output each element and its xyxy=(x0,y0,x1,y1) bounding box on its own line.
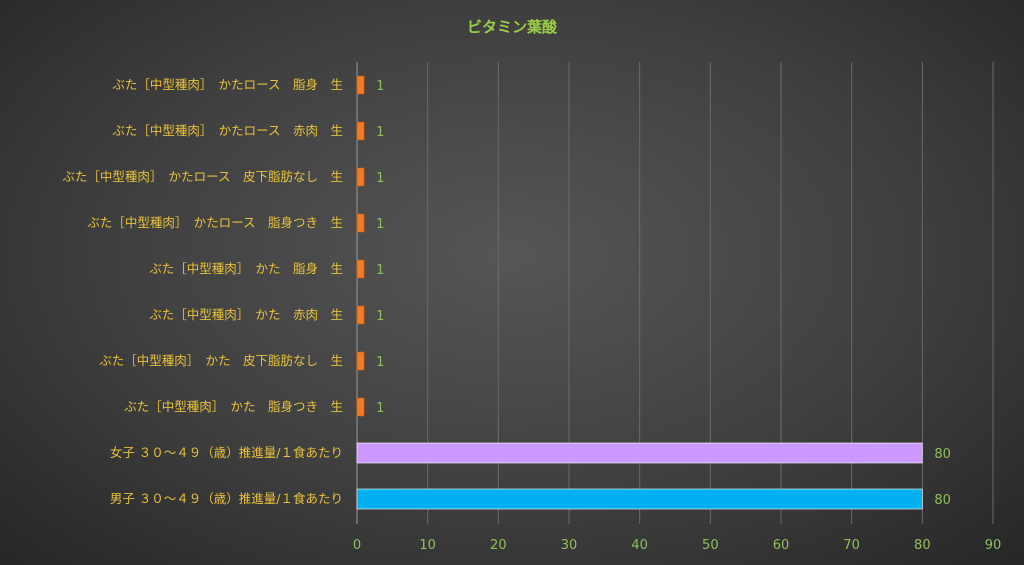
bar xyxy=(356,213,365,233)
x-tick-label: 30 xyxy=(561,538,578,553)
data-label: 1 xyxy=(376,171,384,186)
data-label: 1 xyxy=(376,125,384,140)
x-tick-label: 80 xyxy=(914,538,931,553)
category-label: 女子 ３０～４９（歳）推進量/１食あたり xyxy=(110,445,343,460)
bar xyxy=(356,259,365,279)
bar xyxy=(356,351,365,371)
x-tick-label: 70 xyxy=(843,538,860,553)
data-label: 80 xyxy=(934,447,951,462)
x-tick-label: 40 xyxy=(631,538,648,553)
category-label: ぶた［中型種肉］ かたロース 赤肉 生 xyxy=(112,123,343,138)
category-label: ぶた［中型種肉］ かたロース 脂身つき 生 xyxy=(87,215,343,230)
x-tick-label: 10 xyxy=(419,538,436,553)
category-label: ぶた［中型種肉］ かた 脂身 生 xyxy=(149,261,343,276)
data-label: 1 xyxy=(376,79,384,94)
data-label: 80 xyxy=(934,493,951,508)
data-labels: 1 1 1 1 1 1 1 1 80 80 xyxy=(376,79,951,508)
bar xyxy=(356,121,365,141)
x-tick-label: 60 xyxy=(773,538,790,553)
data-label: 1 xyxy=(376,263,384,278)
bar xyxy=(356,167,365,187)
bar xyxy=(356,488,923,510)
x-tick-label: 0 xyxy=(353,538,361,553)
category-label: ぶた［中型種肉］ かた 皮下脂肪なし 生 xyxy=(99,353,343,368)
data-label: 1 xyxy=(376,309,384,324)
x-tick-label: 20 xyxy=(490,538,507,553)
category-label: ぶた［中型種肉］ かたロース 皮下脂肪なし 生 xyxy=(62,169,343,184)
x-tick-label: 50 xyxy=(702,538,719,553)
chart-title: ビタミン葉酸 xyxy=(467,18,558,36)
data-label: 1 xyxy=(376,217,384,232)
bar xyxy=(356,397,365,417)
bar xyxy=(356,305,365,325)
bar xyxy=(356,75,365,95)
x-axis-ticks: 0 10 20 30 40 50 60 70 80 90 xyxy=(353,538,1001,553)
category-label: ぶた［中型種肉］ かた 脂身つき 生 xyxy=(124,399,343,414)
x-tick-label: 90 xyxy=(985,538,1002,553)
bar xyxy=(356,442,923,464)
category-label: ぶた［中型種肉］ かた 赤肉 生 xyxy=(149,307,343,322)
data-label: 1 xyxy=(376,401,384,416)
bars xyxy=(356,75,923,510)
category-label: 男子 ３０～４９（歳）推進量/１食あたり xyxy=(110,491,343,506)
category-labels: ぶた［中型種肉］ かたロース 脂身 生ぶた［中型種肉］ かたロース 赤肉 生ぶた… xyxy=(62,77,343,506)
category-label: ぶた［中型種肉］ かたロース 脂身 生 xyxy=(112,77,343,92)
data-label: 1 xyxy=(376,355,384,370)
